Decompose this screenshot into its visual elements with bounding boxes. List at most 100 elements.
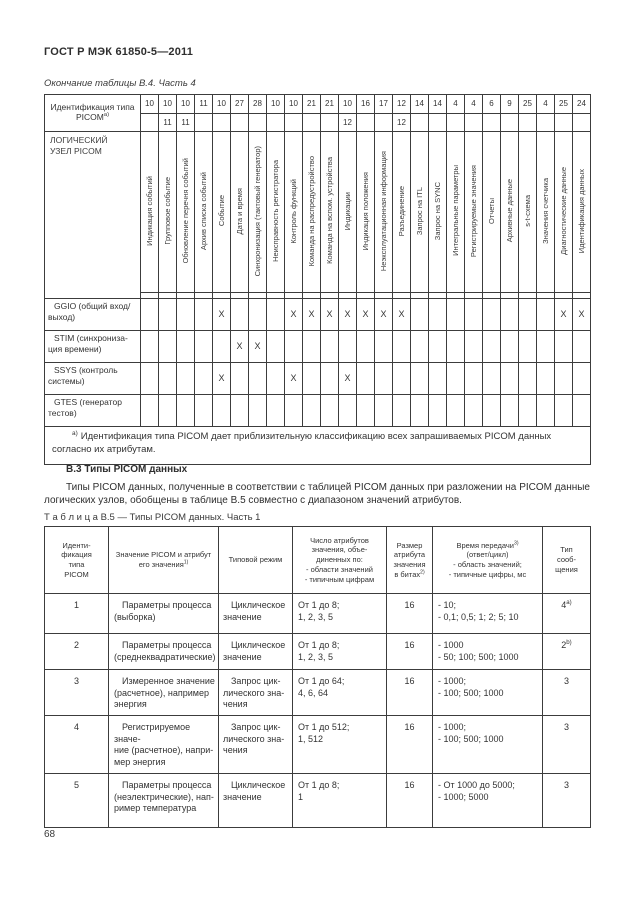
b5-cell-type: 4а): [542, 593, 591, 634]
b4-cell-empty: [302, 394, 321, 427]
b4-picom-id2-cell: [320, 113, 339, 132]
b4-picom-id-cell: 9: [500, 94, 519, 114]
b4-picom-id-cell: 28: [248, 94, 267, 114]
b4-column-label: Индикация событий: [144, 175, 154, 246]
b5-cell-mode: Циклическое значение: [218, 633, 293, 670]
b4-cell-empty: [266, 394, 285, 427]
b4-rotated-header-cell: Отчеты: [482, 131, 501, 293]
b4-number-row-1: Идентификация типа PICOMа) 10 10 10 11 10 27 28…: [44, 94, 591, 132]
b4-cell-marked: X: [230, 330, 249, 363]
b4-rotated-header-cell: Дата и время: [230, 131, 249, 293]
b4-cell-empty: [230, 394, 249, 427]
b4-column-label: Событие: [216, 195, 226, 227]
b4-column-label: Неисправность регистратора: [270, 159, 280, 262]
b5-cell-type: 3: [542, 715, 591, 774]
b4-data-row: STIM (синхрониза- ция времени) X X: [44, 330, 591, 363]
b4-row-label: SSYS (контроль системы): [44, 362, 141, 395]
b4-cell-empty: [392, 362, 411, 395]
b4-cell-empty: [158, 362, 177, 395]
b4-picom-id-cell: 14: [410, 94, 429, 114]
b4-picom-id-cell: 27: [230, 94, 249, 114]
b4-rotated-header-cell: Архив списка событий: [194, 131, 213, 293]
b5-cell-mode: Циклическое значение: [218, 772, 293, 828]
b4-picom-id2-cell: [536, 113, 555, 132]
b4-cell-empty: [536, 362, 555, 395]
b4-cell-empty: [518, 330, 537, 363]
b5-cell-mode: Запрос цик- лического зна- чения: [218, 715, 293, 774]
b4-picom-id-cell: 14: [428, 94, 447, 114]
b5-header-text: Значение PICOM и атрибут его значения: [115, 550, 212, 569]
b4-cell-empty: [446, 362, 465, 395]
b4-cell-marked: X: [554, 298, 573, 331]
b5-cell-size: 16: [386, 715, 433, 774]
b4-cell-marked: X: [338, 298, 357, 331]
b4-cell-empty: [446, 394, 465, 427]
b4-rotated-header-cell: Индикация положения: [356, 131, 375, 293]
b4-footnote-cell: а) Идентификация типа PICOM дает приблизи…: [44, 426, 591, 465]
b5-cell-time: - 10; - 0,1; 0,5; 1; 2; 5; 10: [432, 593, 543, 634]
b5-type-value: 3: [563, 676, 569, 686]
b5-cell-type: 2b): [542, 633, 591, 670]
b4-picom-id2-cell: [248, 113, 267, 132]
b4-cell-empty: [194, 362, 213, 395]
b4-picom-id2-cell: [374, 113, 393, 132]
b4-picom-id-cell: 21: [302, 94, 321, 114]
b4-rotated-header-cell: Интегральные параметры: [446, 131, 465, 293]
b5-cell-time: - 1000 - 50; 100; 500; 1000: [432, 633, 543, 670]
b4-cell-empty: [464, 330, 483, 363]
b4-cell-empty: [374, 330, 393, 363]
b5-header-footnote-marker: 2): [420, 569, 425, 576]
b5-cell-type: 3: [542, 772, 591, 828]
b4-cell-empty: [266, 298, 285, 331]
b4-cell-empty: [338, 330, 357, 363]
b5-header-cell: Время передачи3) (ответ/цикл) - область …: [432, 526, 543, 594]
b4-spacer-row: [45, 292, 591, 299]
b4-cell-empty: [428, 394, 447, 427]
b4-rotated-header-cell: Запрос на SYNC: [428, 131, 447, 293]
b4-number-row-2: 11 11 12 12: [45, 113, 591, 132]
b4-cell-empty: [248, 298, 267, 331]
b5-cell-time: - 1000; - 100; 500; 1000: [432, 668, 543, 717]
b5-cell-time: - 1000; - 100; 500; 1000: [432, 715, 543, 774]
b4-cell-empty: [518, 394, 537, 427]
b4-picom-id2-cell: 12: [392, 113, 411, 132]
b5-data-row: 3 Измеренное значение (расчетное), наприм…: [44, 668, 591, 717]
b4-cell-empty: [302, 330, 321, 363]
b4-column-label: Синхронизация (тактовый генератор): [252, 145, 262, 277]
b4-cell-empty: [572, 362, 591, 395]
b4-rotated-header-cell: Индикации: [338, 131, 357, 293]
b5-cell-id: 4: [44, 715, 109, 774]
b4-cell-marked: X: [284, 298, 303, 331]
b4-column-label: Неэксплуатационная информация: [378, 150, 388, 271]
b4-cell-empty: [176, 394, 195, 427]
b4-column-label: Контроль функций: [288, 178, 298, 244]
b5-cell-id: 3: [44, 668, 109, 717]
b4-picom-id-cell: 17: [374, 94, 393, 114]
b5-header-text: Размер атрибута значения в битах: [393, 540, 426, 579]
b4-corner-footnote-marker: а): [103, 112, 109, 119]
b4-rotated-header-cell: Разъединение: [392, 131, 411, 293]
b4-picom-id-cell: 10: [212, 94, 231, 114]
b4-cell-empty: [482, 330, 501, 363]
b4-rotated-header-cell: Событие: [212, 131, 231, 293]
b4-picom-id-cell: 25: [518, 94, 537, 114]
b4-picom-id2-cell: [572, 113, 591, 132]
b5-cell-value: Измеренное значение (расчетное), наприме…: [108, 668, 219, 717]
b4-cell-empty: [320, 330, 339, 363]
b5-cell-type: 3: [542, 668, 591, 717]
b4-picom-id-cell: 25: [554, 94, 573, 114]
b4-cell-empty: [284, 330, 303, 363]
b5-header-text2: (ответ/цикл) - область значений; - типич…: [448, 550, 527, 579]
b5-cell-size: 16: [386, 668, 433, 717]
b5-data-row: 4 Регистрируемое значе- ние (расчетное), …: [44, 715, 591, 774]
b5-header-cell: Число атрибутов значения, объе- диненных…: [292, 526, 387, 594]
b4-cell-empty: [140, 298, 159, 331]
b4-cell-empty: [320, 394, 339, 427]
b5-data-row: 2 Параметры процесса (среднеквадратически…: [44, 633, 591, 670]
b5-type-footnote-marker: а): [566, 599, 572, 606]
b4-footnote: а) Идентификация типа PICOM дает приблизи…: [52, 430, 583, 457]
b4-cell-empty: [212, 330, 231, 363]
b4-cell-empty: [500, 362, 519, 395]
b4-cell-empty: [176, 298, 195, 331]
